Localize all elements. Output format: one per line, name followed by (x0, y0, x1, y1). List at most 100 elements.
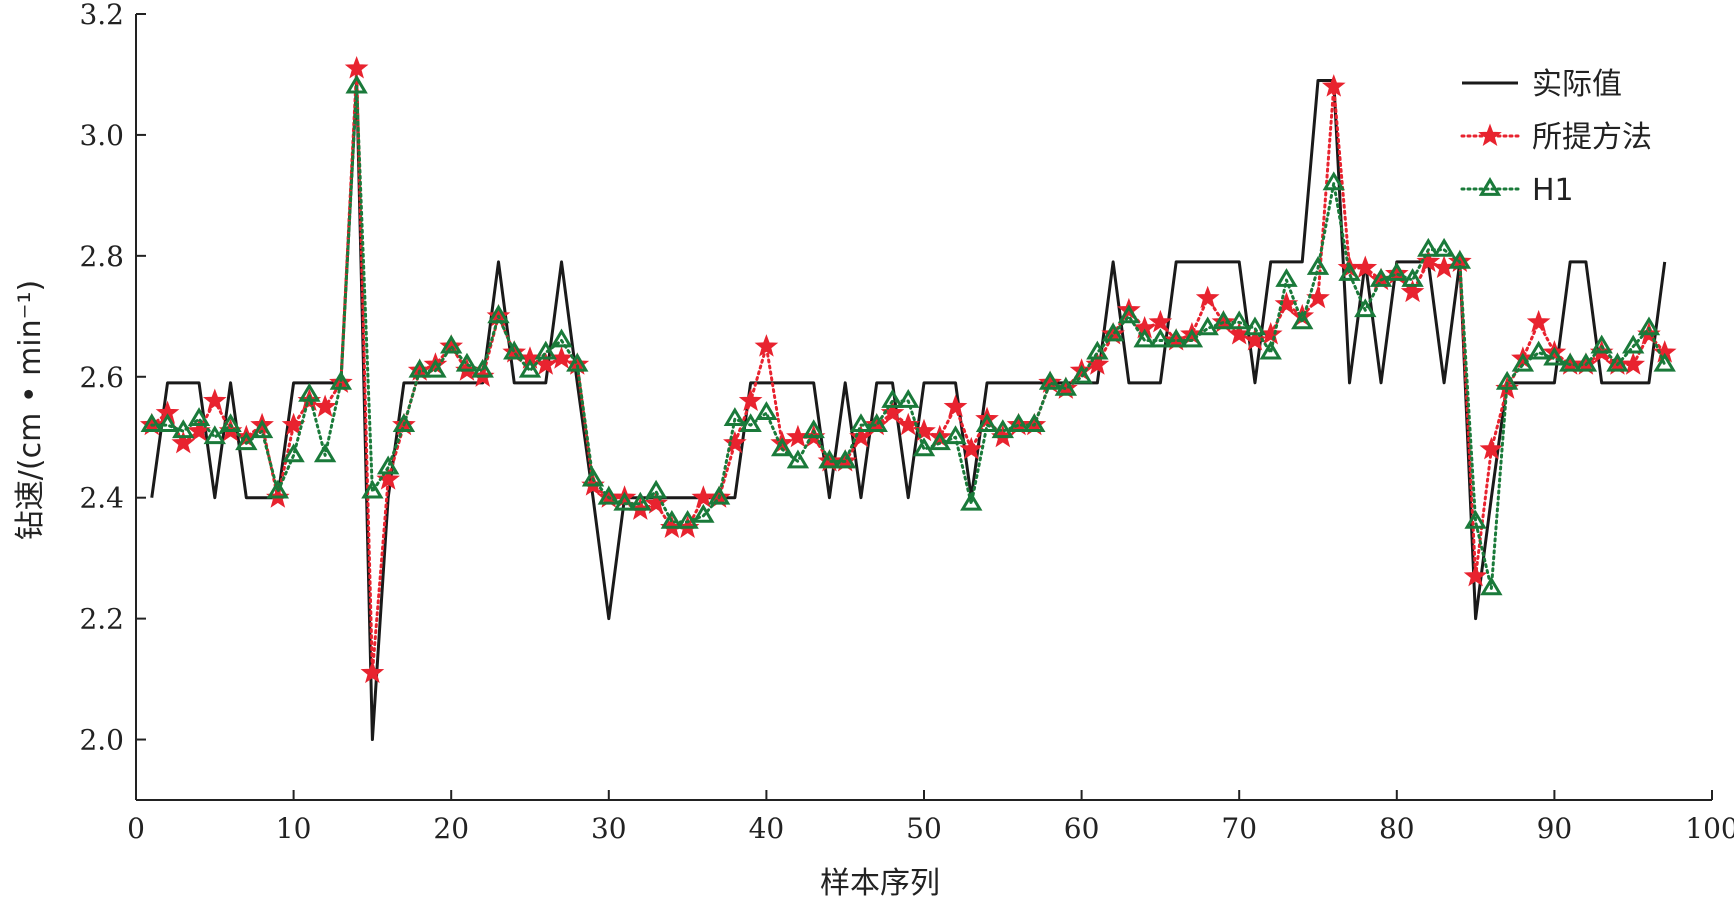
triangle-marker (802, 419, 825, 439)
series-line (150, 85, 1667, 590)
triangle-marker (1385, 262, 1408, 281)
legend-label: H1 (1532, 173, 1574, 208)
triangle-marker (1291, 310, 1314, 330)
y-tick-label: 2.8 (79, 240, 124, 273)
triangle-marker (1574, 352, 1598, 372)
triangle-marker (629, 491, 652, 511)
triangle-marker (1590, 334, 1613, 354)
legend-label: 所提方法 (1532, 120, 1652, 155)
star-marker (880, 400, 905, 424)
triangle-marker (203, 425, 226, 445)
triangle-marker (1070, 364, 1093, 384)
star-marker (1463, 563, 1488, 587)
triangle-marker (219, 413, 242, 433)
triangle-marker (960, 491, 983, 511)
triangle-marker (298, 382, 321, 402)
x-tick-label: 10 (276, 812, 312, 845)
star-marker (723, 430, 747, 454)
triangle-marker (345, 74, 368, 94)
triangle-marker (1527, 340, 1550, 360)
x-tick-label: 80 (1379, 812, 1415, 845)
triangle-marker (282, 443, 305, 463)
x-tick-label: 0 (127, 812, 145, 845)
triangle-marker (644, 479, 668, 499)
legend-item: H1 (1460, 173, 1574, 208)
y-tick-label: 3.2 (79, 0, 124, 31)
triangle-marker (1322, 171, 1345, 191)
triangle-marker (1401, 268, 1424, 287)
triangle-marker (1038, 370, 1062, 390)
triangle-marker (1054, 376, 1078, 396)
triangle-marker (975, 413, 999, 433)
star-marker (1195, 285, 1220, 309)
triangle-marker (392, 413, 416, 433)
triangle-marker (707, 485, 731, 505)
star-marker (912, 418, 936, 442)
triangle-marker (1480, 576, 1503, 596)
triangle-marker (1306, 256, 1330, 275)
x-tick-label: 60 (1064, 812, 1100, 845)
triangle-marker (1511, 352, 1535, 372)
series-layer (139, 55, 1677, 742)
triangle-marker (1275, 268, 1298, 287)
star-marker (943, 394, 968, 418)
y-tick-label: 2.4 (79, 482, 124, 515)
star-marker (313, 394, 337, 418)
x-tick-label: 50 (906, 812, 942, 845)
triangle-marker (1164, 328, 1188, 348)
triangle-marker (1338, 262, 1361, 281)
x-tick-label: 40 (749, 812, 785, 845)
triangle-marker (881, 389, 904, 408)
triangle-marker (1622, 334, 1645, 354)
triangle-marker (755, 401, 778, 420)
triangle-marker (1228, 310, 1251, 330)
triangle-marker (1149, 328, 1172, 348)
triangle-marker (692, 503, 715, 523)
star-marker (849, 424, 873, 448)
triangle-marker (503, 340, 526, 360)
star-marker (533, 352, 558, 375)
triangle-marker (1133, 328, 1156, 348)
star-marker (1479, 436, 1504, 460)
triangle-marker (329, 370, 353, 390)
triangle-marker (487, 304, 510, 324)
triangle-marker (1495, 370, 1519, 390)
triangle-marker (1243, 316, 1267, 336)
x-tick-label: 70 (1221, 812, 1257, 845)
triangle-marker (455, 352, 479, 372)
triangle-marker (518, 358, 542, 378)
triangle-marker (849, 413, 873, 433)
triangle-marker (1369, 268, 1393, 287)
x-tick-label: 30 (591, 812, 627, 845)
star-marker (1416, 249, 1441, 272)
star-marker (1243, 328, 1267, 351)
triangle-marker (1086, 340, 1109, 360)
x-tick-label: 100 (1685, 812, 1734, 845)
y-tick-label: 2.2 (79, 603, 124, 636)
triangle-marker (723, 407, 747, 426)
triangle-marker (1448, 249, 1472, 269)
star-marker (1526, 309, 1551, 333)
triangle-marker (313, 443, 337, 463)
triangle-marker (912, 437, 936, 457)
triangle-marker (1354, 298, 1377, 318)
triangle-marker (660, 509, 684, 529)
legend-item: 所提方法 (1460, 120, 1652, 155)
triangle-marker (1117, 304, 1141, 324)
triangle-marker (597, 485, 620, 505)
triangle-marker (1543, 346, 1566, 366)
triangle-marker (266, 479, 290, 499)
x-axis-title: 样本序列 (820, 866, 940, 900)
triangle-marker (424, 358, 447, 378)
triangle-marker (834, 449, 857, 469)
y-tick-label: 2.6 (79, 361, 124, 394)
triangle-marker (534, 340, 557, 360)
star-marker (644, 491, 668, 514)
y-tick-label: 3.0 (79, 119, 124, 152)
triangle-marker (250, 419, 274, 439)
triangle-marker (376, 455, 400, 475)
triangle-marker (550, 328, 573, 348)
x-tick-label: 90 (1537, 812, 1573, 845)
